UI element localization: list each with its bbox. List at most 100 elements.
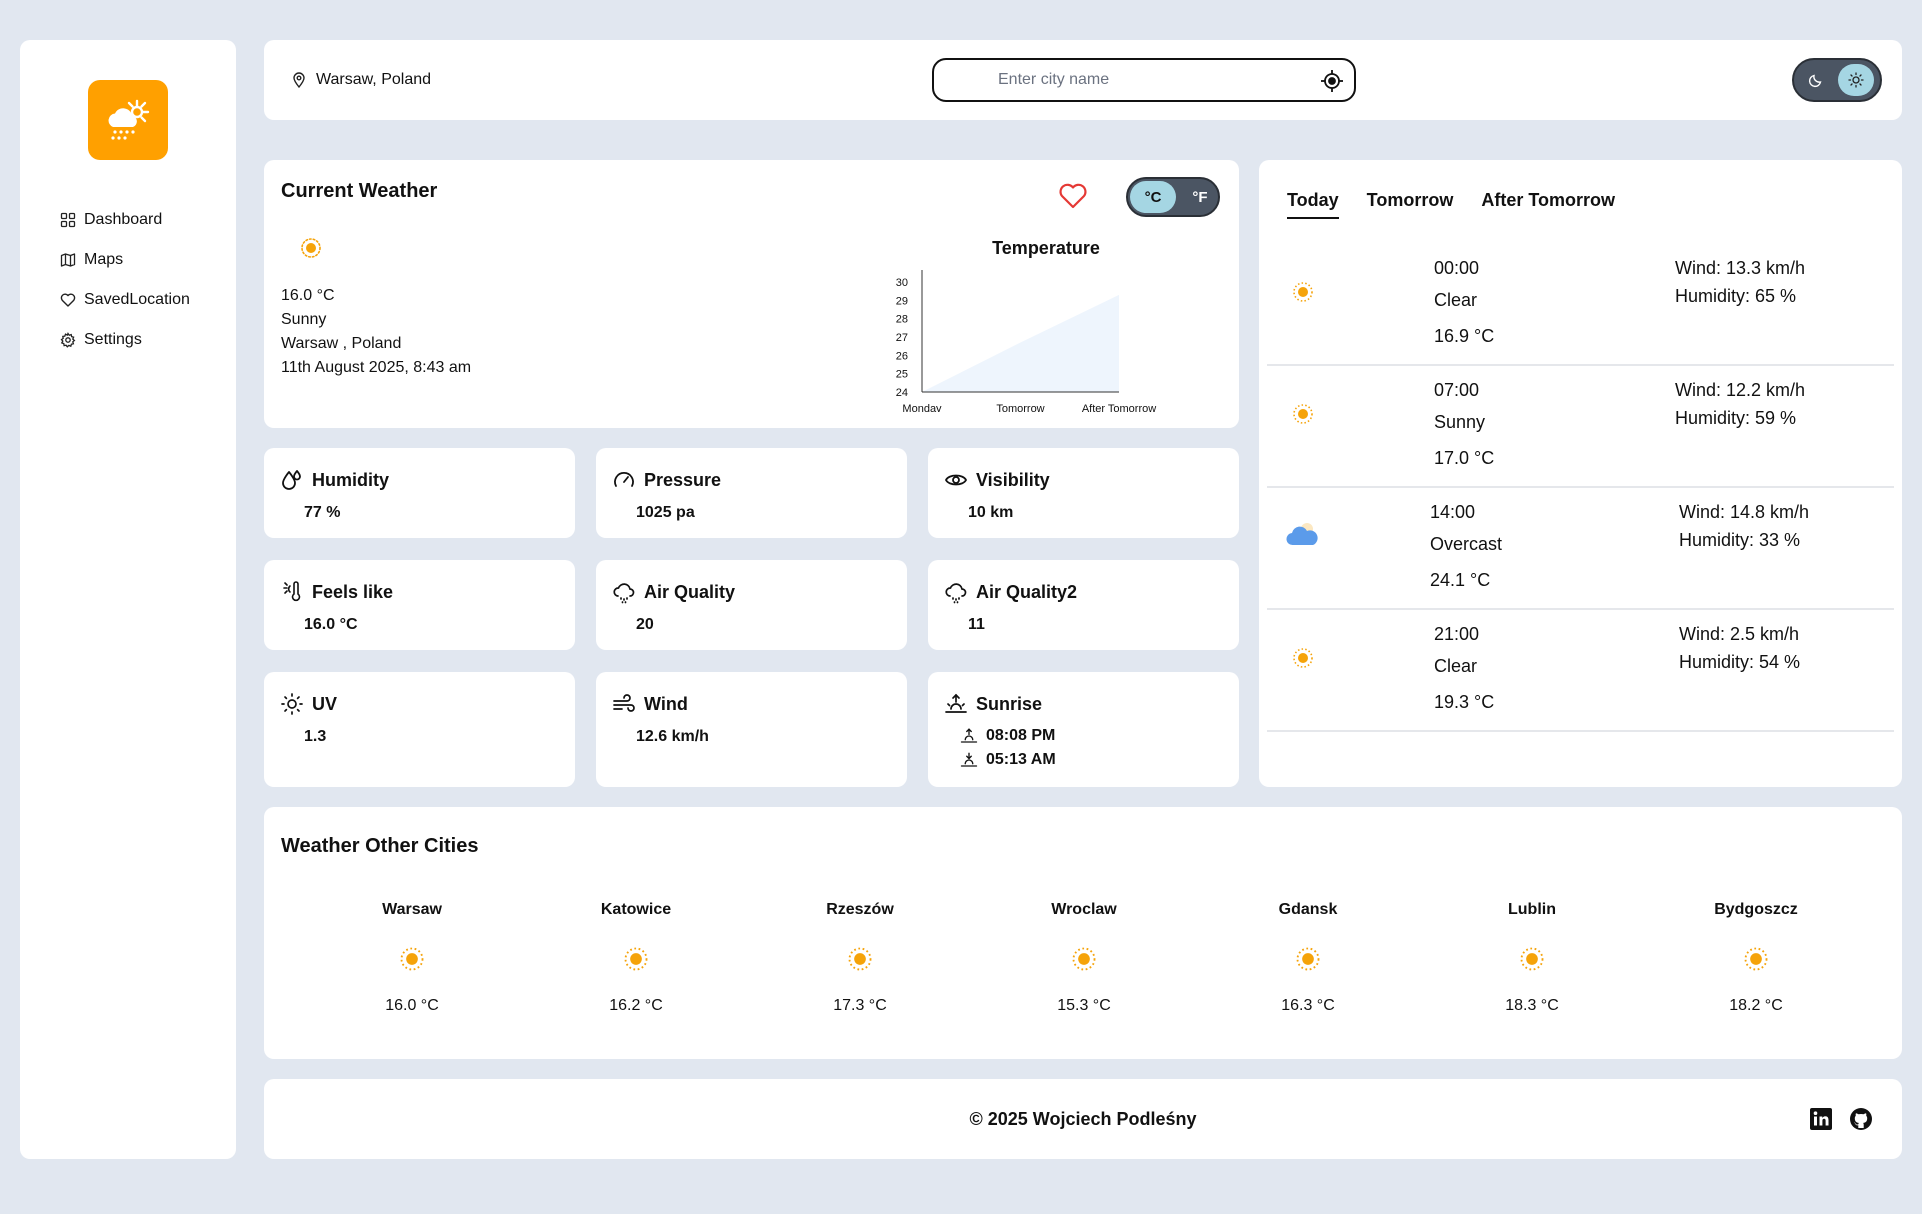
wind-card: Wind 12.6 km/h	[596, 672, 907, 787]
forecast-temp: 24.1 °C	[1430, 570, 1491, 590]
forecast-row: 21:00 Clear 19.3 °C Wind: 2.5 km/h Humid…	[1267, 610, 1894, 732]
light-mode-option[interactable]	[1838, 64, 1874, 96]
search-box	[932, 58, 1356, 102]
sunrise-time: 08:08 PM	[986, 727, 1056, 744]
chart-y-tick-label: 28	[896, 314, 908, 326]
footer: © 2025 Wojciech Podleśny	[264, 1079, 1902, 1159]
sun-icon	[1296, 947, 1320, 971]
sunrise-small-icon	[960, 728, 978, 743]
forecast-humidity: Humidity: 54 %	[1679, 652, 1801, 672]
uv-card: UV 1.3	[264, 672, 575, 787]
tab-today[interactable]: Today	[1287, 190, 1339, 219]
cloud-drizzle-icon	[613, 583, 635, 604]
forecast-condition: Overcast	[1430, 534, 1503, 554]
favorite-heart-icon[interactable]	[1058, 182, 1088, 210]
chart-y-tick-label: 30	[896, 277, 908, 289]
github-icon[interactable]	[1849, 1107, 1873, 1131]
sidebar-item-settings[interactable]: Settings	[60, 320, 190, 360]
chart-y-tick-label: 24	[896, 387, 908, 399]
current-weather-card: Current Weather °C °F 16.0 °C Sunny Wars…	[264, 160, 1239, 428]
forecast-condition: Clear	[1434, 656, 1478, 676]
sun-icon	[848, 947, 872, 971]
tab-after-tomorrow[interactable]: After Tomorrow	[1481, 190, 1616, 210]
city-name: Warsaw	[382, 901, 442, 918]
city-item[interactable]: Lublin 18.3 °C	[1420, 901, 1644, 1015]
chart-y-tick-label: 29	[896, 295, 908, 307]
air-quality2-card: Air Quality2 11	[928, 560, 1239, 650]
theme-toggle[interactable]	[1792, 58, 1882, 102]
city-item[interactable]: Gdansk 16.3 °C	[1196, 901, 1420, 1015]
chart-x-tick-label: After Tomorrow	[1082, 403, 1156, 412]
tab-tomorrow[interactable]: Tomorrow	[1366, 190, 1454, 210]
celsius-option[interactable]: °C	[1130, 181, 1176, 213]
current-temp: 16.0 °C	[281, 287, 335, 304]
humidity-value: 77 %	[304, 504, 341, 521]
forecast-wind: Wind: 14.8 km/h	[1679, 502, 1810, 522]
sidebar-item-maps[interactable]: Maps	[60, 240, 190, 280]
city-item[interactable]: Rzeszów 17.3 °C	[748, 901, 972, 1015]
city-item[interactable]: Wroclaw 15.3 °C	[972, 901, 1196, 1015]
city-item[interactable]: Warsaw 16.0 °C	[300, 901, 524, 1015]
sun-icon	[1072, 947, 1096, 971]
city-temp: 18.2 °C	[1729, 997, 1783, 1014]
forecast-temp: 19.3 °C	[1434, 692, 1495, 712]
city-temp: 16.2 °C	[609, 997, 663, 1014]
sidebar-item-savedlocation[interactable]: SavedLocation	[60, 280, 190, 320]
sidebar-item-label: Maps	[84, 251, 124, 268]
city-temp: 17.3 °C	[833, 997, 887, 1014]
city-item[interactable]: Katowice 16.2 °C	[524, 901, 748, 1015]
map-icon	[60, 253, 76, 267]
cloud-drizzle-icon	[945, 583, 967, 604]
fahrenheit-option[interactable]: °F	[1192, 188, 1208, 206]
forecast-card: Today Tomorrow After Tomorrow 00:00 Clea…	[1259, 160, 1902, 787]
search-input[interactable]	[998, 60, 1298, 100]
city-item[interactable]: Bydgoszcz 18.2 °C	[1644, 901, 1868, 1015]
temperature-chart: Temperature 30 29 28 27 26 25 24 Monday Tomorrow A…	[896, 238, 1156, 412]
forecast-time: 00:00	[1434, 258, 1480, 278]
header: Warsaw, Poland	[264, 40, 1902, 120]
current-weather-info: 16.0 °C Sunny Warsaw , Poland 11th Augus…	[281, 284, 471, 380]
thermometer-sun-icon	[283, 581, 301, 602]
forecast-time: 14:00	[1430, 502, 1476, 522]
copyright-text: © 2025 Wojciech Podleśny	[969, 1108, 1197, 1129]
chart-area-series	[922, 294, 1119, 392]
visibility-value: 10 km	[968, 504, 1014, 521]
sidebar-item-label: Dashboard	[84, 211, 163, 228]
city-name: Wroclaw	[1051, 901, 1117, 918]
unit-toggle[interactable]: °C °F	[1126, 177, 1220, 217]
forecast-humidity: Humidity: 59 %	[1675, 408, 1797, 428]
current-condition: Sunny	[281, 311, 327, 328]
city-temp: 16.3 °C	[1281, 997, 1335, 1014]
city-temp: 15.3 °C	[1057, 997, 1111, 1014]
app-logo[interactable]	[88, 80, 168, 160]
chart-y-tick-label: 25	[896, 369, 908, 381]
sun-icon	[1293, 282, 1313, 302]
sunset-time-row: 05:13 AM	[960, 748, 1056, 772]
wind-label: Wind	[644, 693, 688, 714]
current-datetime: 11th August 2025, 8:43 am	[281, 359, 472, 376]
chart-y-tick-label: 26	[896, 350, 908, 362]
cloud-icon	[1286, 523, 1318, 546]
sun-icon	[1293, 404, 1313, 424]
linkedin-icon[interactable]	[1809, 1107, 1833, 1131]
air-quality2-label: Air Quality2	[976, 581, 1078, 602]
city-temp: 18.3 °C	[1505, 997, 1559, 1014]
pressure-card: Pressure 1025 pa	[596, 448, 907, 538]
feels-like-value: 16.0 °C	[304, 616, 358, 633]
sidebar: Dashboard Maps SavedLocation Settings	[20, 40, 236, 1159]
sun-icon	[624, 947, 648, 971]
wind-value: 12.6 km/h	[636, 728, 709, 745]
city-temp: 16.0 °C	[385, 997, 439, 1014]
sun-icon	[301, 238, 321, 258]
air-quality-label: Air Quality	[644, 581, 736, 602]
eye-icon	[944, 474, 968, 486]
current-weather-title: Current Weather	[281, 180, 438, 202]
sunrise-label: Sunrise	[976, 693, 1043, 714]
chart-x-tick-label: Monday	[902, 403, 942, 412]
sunset-small-icon	[960, 752, 978, 767]
sidebar-item-label: Settings	[84, 331, 142, 348]
sidebar-item-dashboard[interactable]: Dashboard	[60, 200, 190, 240]
pressure-value: 1025 pa	[636, 504, 695, 521]
crosshair-icon[interactable]	[1320, 69, 1344, 93]
forecast-temp: 16.9 °C	[1434, 326, 1495, 346]
